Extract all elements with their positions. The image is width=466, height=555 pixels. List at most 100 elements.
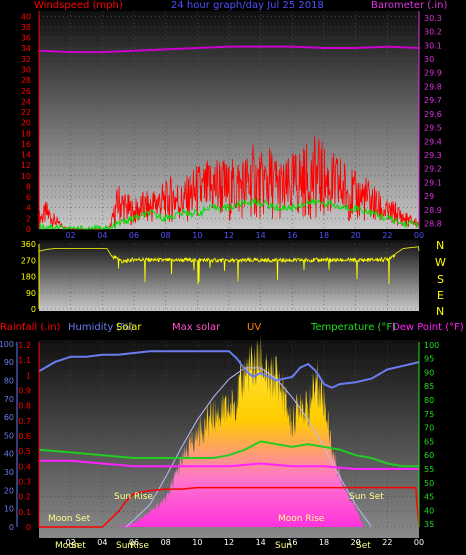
rainfall-tick-label: 0.6 [18,432,31,441]
humidity-tick-label: 80 [4,376,14,385]
sun-set-annotation: Sun Set [349,492,384,502]
temperature-tick-label: 100 [424,341,439,350]
wind-axis-title: Windspeed (mph) [34,0,123,11]
wind-tick-label: 14 [21,151,31,160]
temperature-tick-label: 35 [424,520,434,529]
solar-x-tick-label: 06 [129,538,139,547]
barometer-tick-label: 29.6 [424,110,442,119]
wind-tick-label: 32 [21,55,31,64]
humidity-tick-label: 40 [4,450,14,459]
temperature-tick-label: 55 [424,465,434,474]
dew-point-line [39,459,419,470]
rainfall-tick-label: 0 [26,523,31,532]
barometer-tick-label: 30 [424,55,434,64]
solar-area [118,333,364,527]
bottom-rise-word: Rise [130,541,149,551]
wind-x-tick-label: 18 [319,231,329,240]
max-solar-label: Max solar [172,322,221,333]
solar-x-tick-label: 14 [256,538,266,547]
wind-tick-label: 28 [21,76,31,85]
rainfall-tick-label: 1 [26,371,31,380]
solar-x-tick-label: 20 [351,538,361,547]
direction-tick-label: 270 [21,256,36,265]
bottom-set-word: Set [71,541,86,551]
direction-tick-label: 360 [21,240,36,249]
temperature-tick-label: 60 [424,451,434,460]
bottom-sun-word-2: Sun [275,541,292,551]
rainfall-tick-label: 1.1 [18,356,31,365]
marks-layer [38,45,420,528]
temperature-label: Temperature (°F) [310,322,396,333]
wind-tick-label: 38 [21,23,31,32]
moon-rise-annotation: Moon Rise [278,514,325,524]
barometer-tick-label: 29.4 [424,137,442,146]
direction-panel-bg [39,240,419,311]
barometer-tick-label: 29.3 [424,151,442,160]
humidity-tick-label: 90 [4,358,14,367]
temperature-tick-label: 80 [424,396,434,405]
wind-tick-label: 0 [26,225,31,234]
wind-tick-label: 24 [21,97,31,106]
compass-n-top: N [436,239,444,252]
humidity-tick-label: 100 [0,340,14,349]
wind-tick-label: 16 [21,140,31,149]
wind-tick-label: 18 [21,129,31,138]
gust-line [38,197,420,231]
temperature-tick-label: 85 [424,382,434,391]
wind-tick-label: 6 [26,193,31,202]
humidity-tick-label: 70 [4,395,14,404]
tick-layer: 024681012141618202224262830323436384028.… [0,11,442,547]
rainfall-tick-label: 1.2 [18,341,31,350]
wind-tick-label: 40 [21,12,31,21]
barometer-tick-label: 29.8 [424,82,442,91]
barometer-tick-label: 29.2 [424,165,442,174]
wind-tick-label: 10 [21,172,31,181]
humidity-tick-label: 0 [9,523,14,532]
rainfall-tick-label: 0.4 [18,462,31,471]
solar-x-tick-label: 16 [287,538,297,547]
solar-x-tick-label: 12 [224,538,234,547]
wind-tick-label: 22 [21,108,31,117]
temperature-line [38,440,419,468]
solar-x-tick-label: 18 [319,538,329,547]
barometer-tick-label: 28.9 [424,206,442,215]
humidity-tick-label: 20 [4,486,14,495]
wind-tick-label: 2 [26,214,31,223]
wind-x-tick-label: 08 [161,231,171,240]
rainfall-axis-title: Rainfall (.in) [0,322,61,333]
uv-label: UV [247,322,261,333]
rainfall-tick-label: 0.7 [18,417,31,426]
wind-x-tick-label: 14 [256,231,266,240]
wind-tick-label: 20 [21,119,31,128]
solar-x-tick-label: 10 [192,538,202,547]
solar-x-tick-label: 22 [382,538,392,547]
barometer-tick-label: 30.2 [424,28,442,37]
wind-tick-label: 34 [21,44,31,53]
direction-tick-label: 0 [31,305,36,314]
barometer-axis-title: Barometer (.in) [371,0,447,11]
solar-x-tick-label: 00 [414,538,424,547]
rainfall-line [39,486,420,528]
barometer-tick-label: 29.9 [424,69,442,78]
compass-n-bottom: N [436,305,444,318]
humidity-tick-label: 10 [4,505,14,514]
humidity-tick-label: 50 [4,431,14,440]
barometer-tick-label: 28.8 [424,220,442,229]
barometer-tick-label: 30.1 [424,41,442,50]
rainfall-tick-label: 0.3 [18,478,31,487]
temperature-tick-label: 40 [424,506,434,515]
rainfall-tick-label: 0.5 [18,447,31,456]
barometer-tick-label: 29.5 [424,124,442,133]
solar-x-tick-label: 02 [66,538,76,547]
wind-direction-line [38,246,420,285]
compass-e: E [437,289,444,302]
wind-tick-label: 36 [21,34,31,43]
solar-label: Solar [116,322,142,333]
compass-w: W [435,256,446,269]
sun-rise-annotation: Sun Rise [114,492,153,502]
wind-x-tick-label: 10 [192,231,202,240]
rainfall-tick-label: 0.1 [18,508,31,517]
rainfall-tick-label: 0.2 [18,493,31,502]
